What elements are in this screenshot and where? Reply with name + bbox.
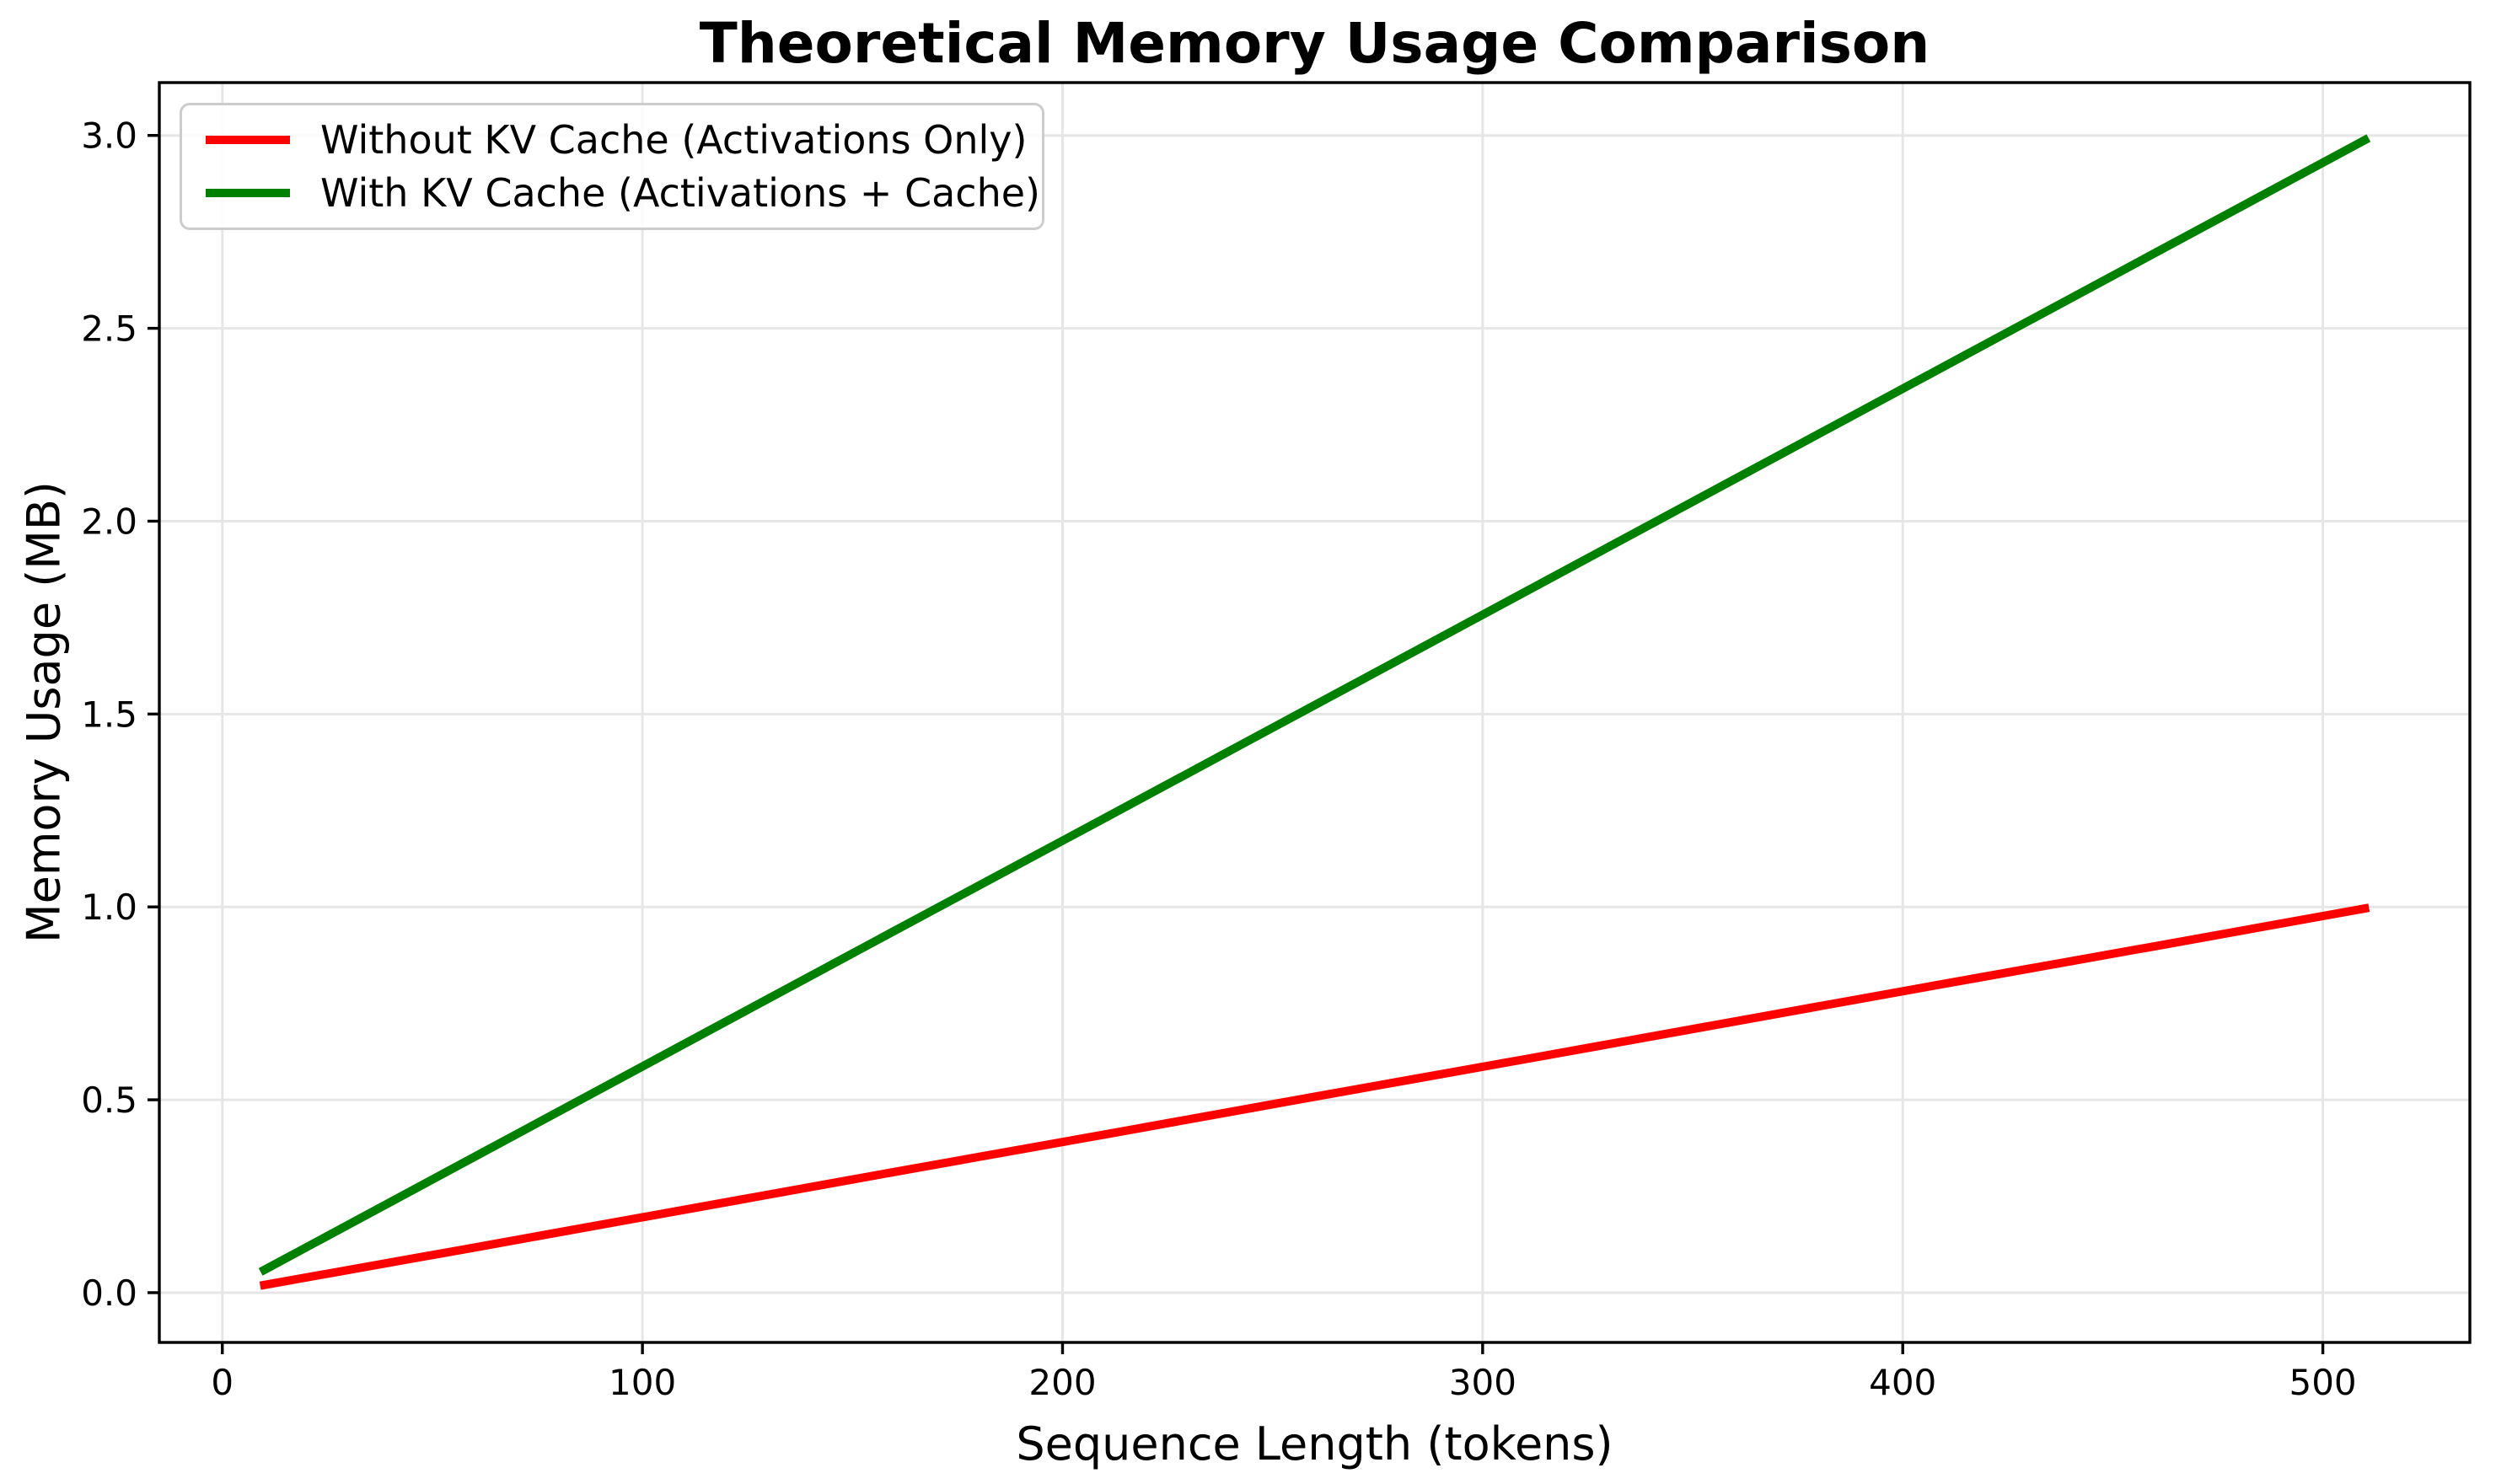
y-axis-label: Memory Usage (MB) bbox=[17, 481, 71, 943]
series-line-with-kv-cache-activations-cache bbox=[258, 134, 2371, 1276]
y-tick-label: 1.5 bbox=[81, 694, 137, 735]
legend-item-with-kv-cache-activations-cache: With KV Cache (Activations + Cache) bbox=[182, 170, 1042, 216]
x-axis-label: Sequence Length (tokens) bbox=[1016, 1417, 1613, 1471]
y-tick-label: 0.0 bbox=[81, 1272, 137, 1314]
x-tick-label: 100 bbox=[609, 1362, 676, 1403]
legend-line-swatch bbox=[206, 135, 290, 144]
legend-line-swatch bbox=[206, 189, 290, 198]
chart-title: Theoretical Memory Usage Comparison bbox=[699, 11, 1930, 76]
y-tick-label: 0.5 bbox=[81, 1080, 137, 1121]
axes-spines bbox=[158, 81, 2472, 1344]
x-tick-label: 0 bbox=[211, 1362, 233, 1403]
x-tick-label: 300 bbox=[1449, 1362, 1516, 1403]
legend-item-without-kv-cache-activations-only: Without KV Cache (Activations Only) bbox=[182, 117, 1042, 163]
legend: Without KV Cache (Activations Only) With … bbox=[180, 103, 1044, 230]
y-tick-label: 1.0 bbox=[81, 887, 137, 928]
x-tick-label: 200 bbox=[1028, 1362, 1096, 1403]
y-tick-label: 2.5 bbox=[81, 308, 137, 350]
series-line-without-kv-cache-activations-only bbox=[259, 903, 2370, 1290]
legend-label: With KV Cache (Activations + Cache) bbox=[320, 170, 1040, 217]
x-tick-label: 500 bbox=[2289, 1362, 2356, 1403]
y-tick-label: 2.0 bbox=[81, 501, 137, 542]
legend-label: Without KV Cache (Activations Only) bbox=[320, 116, 1028, 163]
y-tick-label: 3.0 bbox=[81, 115, 137, 157]
x-tick-label: 400 bbox=[1869, 1362, 1936, 1403]
